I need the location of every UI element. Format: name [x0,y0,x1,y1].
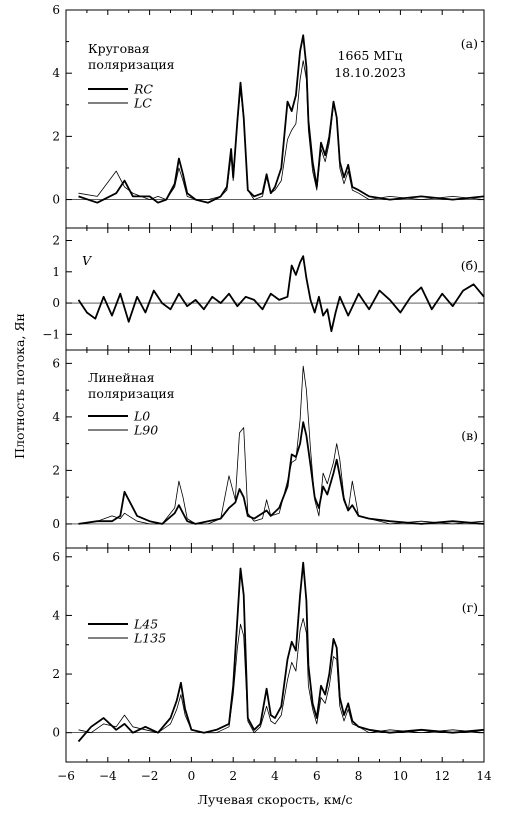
y-tick-label: 1 [52,265,60,279]
legend-label: L135 [133,631,166,646]
legend-label: L45 [133,617,158,632]
legend-title-line: V [82,253,93,268]
y-tick-label: 6 [52,356,60,370]
series-line-l45 [77,561,485,743]
x-tick-label: 8 [355,769,363,783]
legend-title-line: поляризация [88,57,175,72]
series-line-rc [78,34,485,204]
panel-label: (а) [461,36,478,51]
legend-title-line: Линейная [88,370,155,385]
header-note-line: 1665 МГц [338,48,403,63]
x-tick-label: 12 [435,769,450,783]
series-line-v [77,255,485,333]
series-line-lc [78,60,485,201]
y-tick-label: 0 [52,296,60,310]
x-tick-label: 0 [188,769,196,783]
legend-title-line: Круговая [88,41,150,56]
header-note-line: 18.10.2023 [334,65,406,80]
panel-label: (б) [461,258,478,273]
panel-1: 0 2 4 6 (а) 1665 МГц 18.10.2023 Круговаяполяриз… [52,3,485,229]
series-line-l135 [78,618,485,734]
y-tick-label: −1 [42,327,60,341]
x-tick-label: 6 [313,769,321,783]
x-axis-title: Лучевая скорость, км/с [197,792,352,807]
y-tick-label: 6 [52,550,60,564]
y-tick-label: 6 [52,3,60,17]
y-axis-title: Плотность потока, Ян [12,313,27,459]
legend-label: LC [133,96,152,111]
series-line-l90 [78,365,485,525]
y-tick-label: 2 [52,129,60,143]
panel-label: (в) [461,428,478,443]
y-tick-label: 2 [52,667,60,681]
y-tick-label: 0 [52,726,60,740]
x-tick-label: −6 [57,769,75,783]
y-tick-label: 4 [52,410,60,424]
panel-2: −1 0 1 2 (б) V [42,227,485,351]
y-tick-label: 2 [52,234,60,248]
x-tick-label: 10 [393,769,408,783]
y-tick-label: 0 [52,193,60,207]
y-tick-label: 4 [52,66,60,80]
legend-title-line: поляризация [88,386,175,401]
y-tick-label: 0 [52,517,60,531]
legend-label: L0 [133,409,150,424]
legend-label: RC [133,82,153,97]
x-axis: −6 −4 −2 0 2 4 6 8 10 12 14 [57,769,492,783]
y-tick-label: 2 [52,463,60,477]
y-tick-label: 4 [52,608,60,622]
x-tick-label: 4 [271,769,279,783]
x-tick-label: −4 [99,769,117,783]
panel-label: (г) [462,600,478,615]
legend-label: L90 [133,423,158,438]
x-tick-label: 2 [229,769,237,783]
x-tick-label: 14 [476,769,492,783]
x-tick-label: −2 [141,769,159,783]
